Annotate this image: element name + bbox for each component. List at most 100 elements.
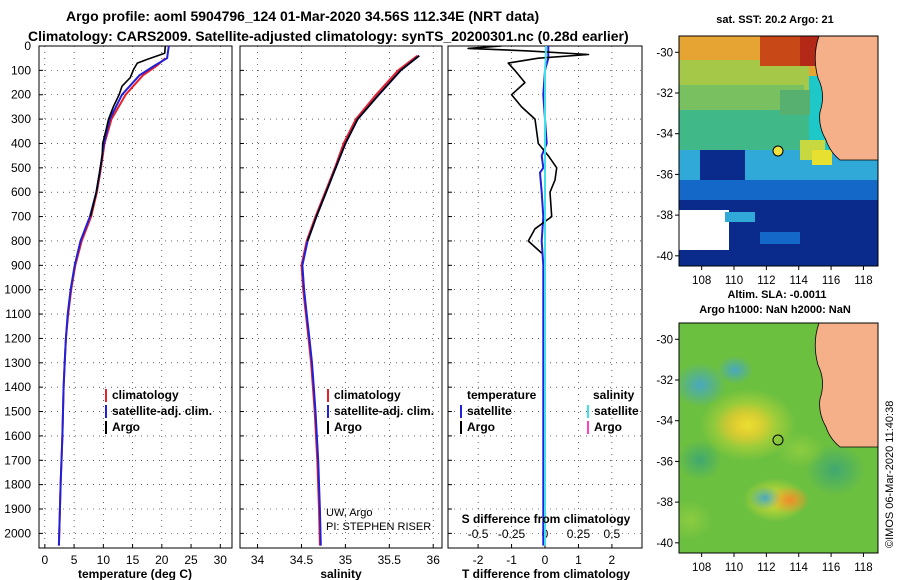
depth-tick-label: 1200 (4, 331, 31, 345)
lat-tick-label: -38 (656, 210, 673, 222)
sla-map-frame (678, 322, 879, 554)
x-tick-label: 2 (609, 553, 616, 567)
x-tick-label: 20 (155, 553, 169, 567)
x-tick-label: -1 (506, 553, 517, 567)
salinity-x-ticks: 34 34.5 35 35.5 36 (251, 553, 440, 567)
lat-tick-label: -38 (656, 497, 673, 509)
depth-tick-label: 1300 (4, 356, 31, 370)
lat-tick-label: -32 (656, 375, 673, 387)
x-tick-label: 36 (427, 553, 441, 567)
difference-panel: -2 -1 0 1 2 -0.5 -0.25 0 0.25 0.5 T difference f… (447, 45, 643, 580)
lon-tick-label: 116 (822, 275, 840, 287)
sla-lat-ticks: -30 -32 -34 -36 -38 -40 (656, 334, 679, 550)
depth-tick-label: 1800 (4, 478, 31, 492)
salinity-x-label: salinity (320, 567, 362, 580)
x-tick-label: 0 (542, 553, 549, 567)
x-tick-label: 1 (575, 553, 582, 567)
s-diff-tick-label: 0.5 (604, 527, 621, 541)
legend-heading-salinity: salinity (593, 388, 635, 402)
depth-tick-label: 800 (11, 234, 31, 248)
x-tick-label: 10 (97, 553, 111, 567)
lon-tick-label: 112 (757, 275, 775, 287)
lat-tick-label: -32 (656, 88, 673, 100)
depth-tick-label: 600 (11, 185, 31, 199)
legend-label-argo: Argo (334, 420, 362, 434)
temperature-depth-ticks: 0 100 200 300 400 500 600 700 800 900 1000 1100 1200… (4, 39, 31, 540)
series-line-s-satellite (544, 46, 547, 546)
temperature-lines (57, 46, 170, 546)
temperature-panel: 0100200300400500600700800900100011001200… (4, 39, 233, 580)
x-tick-label: 5 (71, 553, 78, 567)
s-diff-tick-label: 0.25 (567, 527, 591, 541)
figure-title-line-1: Argo profile: aoml 5904796_124 01-Mar-20… (66, 8, 539, 24)
depth-tick-label: 900 (11, 258, 31, 272)
sla-map: -30 -32 -34 -36 -38 -40 108 110 112 114 116 118 (656, 322, 879, 574)
salinity-annotation-pi: PI: STEPHEN RISER (326, 521, 431, 533)
depth-tick-label: 1400 (4, 380, 31, 394)
lat-tick-label: -30 (656, 334, 673, 346)
sst-map-title: sat. SST: 20.2 Argo: 21 (716, 14, 834, 26)
depth-tick-label: 0 (24, 39, 31, 53)
sla-field (679, 323, 878, 553)
legend-label-s-argo: Argo (594, 420, 622, 434)
figure-title-line-2: Climatology: CARS2009. Satellite-adjuste… (28, 28, 629, 44)
legend-label-satellite: satellite-adj. clim. (112, 404, 212, 418)
depth-tick-label: 300 (11, 112, 31, 126)
difference-s-x-label: S difference from climatology (462, 512, 631, 526)
legend-label-climatology: climatology (112, 388, 179, 402)
sla-map-title-line-1: Altim. SLA: -0.0011 (727, 289, 826, 301)
x-tick-label: 34 (251, 553, 265, 567)
depth-tick-label: 700 (11, 210, 31, 224)
depth-tick-label: 1000 (4, 283, 31, 297)
depth-tick-label: 1900 (4, 502, 31, 516)
lon-tick-label: 112 (757, 562, 775, 574)
legend-heading-temperature: temperature (467, 388, 537, 402)
salinity-grid (240, 45, 442, 548)
legend-label-satellite: satellite-adj. clim. (334, 404, 434, 418)
salinity-legend: climatology satellite-adj. clim. Argo (327, 388, 434, 434)
s-diff-tick-label: -0.5 (468, 527, 489, 541)
lon-tick-label: 114 (790, 562, 809, 574)
legend-label-s-satellite: satellite (594, 404, 639, 418)
lon-tick-label: 108 (692, 562, 711, 574)
legend-label-t-argo: Argo (467, 420, 495, 434)
temperature-plot-frame (38, 45, 233, 549)
sst-lat-ticks: -30 -32 -34 -36 -38 -40 (656, 47, 679, 263)
sst-field (679, 36, 878, 266)
salinity-plot-frame (239, 45, 443, 549)
sst-map-frame (678, 35, 879, 267)
sla-map-title-line-2: Argo h1000: NaN h2000: NaN (699, 304, 851, 316)
imos-timestamp: ©IMOS 06-Mar-2020 11:40:38 (884, 401, 896, 548)
difference-lines (467, 46, 590, 546)
sla-lon-ticks: 108 110 112 114 116 118 (692, 553, 873, 574)
legend-label-climatology: climatology (334, 388, 401, 402)
lat-tick-label: -34 (656, 416, 673, 428)
lon-tick-label: 114 (790, 275, 809, 287)
salinity-annotation-uw: UW, Argo (326, 507, 372, 519)
lon-tick-label: 110 (725, 275, 743, 287)
depth-tick-label: 1100 (5, 307, 31, 321)
x-tick-label: -2 (473, 553, 484, 567)
lon-tick-label: 110 (725, 562, 743, 574)
x-tick-label: 35 (339, 553, 353, 567)
depth-tick-label: 1600 (4, 429, 31, 443)
lat-tick-label: -40 (656, 251, 673, 263)
lat-tick-label: -30 (656, 47, 673, 59)
x-tick-label: 0 (42, 553, 49, 567)
lat-tick-label: -36 (656, 169, 673, 181)
temperature-x-label: temperature (deg C) (78, 567, 192, 580)
s-diff-tick-label: -0.25 (498, 527, 526, 541)
sla-profile-marker (772, 434, 784, 446)
depth-tick-label: 500 (11, 161, 31, 175)
legend-label-argo: Argo (112, 420, 140, 434)
temperature-legend: climatology satellite-adj. clim. Argo (105, 388, 212, 434)
lat-tick-label: -36 (656, 456, 673, 468)
depth-tick-label: 1700 (4, 453, 31, 467)
series-line-satellite-adj-clim- (57, 46, 170, 546)
lat-tick-label: -34 (656, 129, 673, 141)
x-tick-label: 35.5 (378, 553, 402, 567)
salinity-panel: 34 34.5 35 35.5 36 salinity climatology sate… (239, 45, 443, 580)
depth-tick-label: 2000 (4, 526, 31, 540)
depth-tick-label: 200 (11, 88, 31, 102)
depth-tick-label: 400 (11, 136, 31, 150)
